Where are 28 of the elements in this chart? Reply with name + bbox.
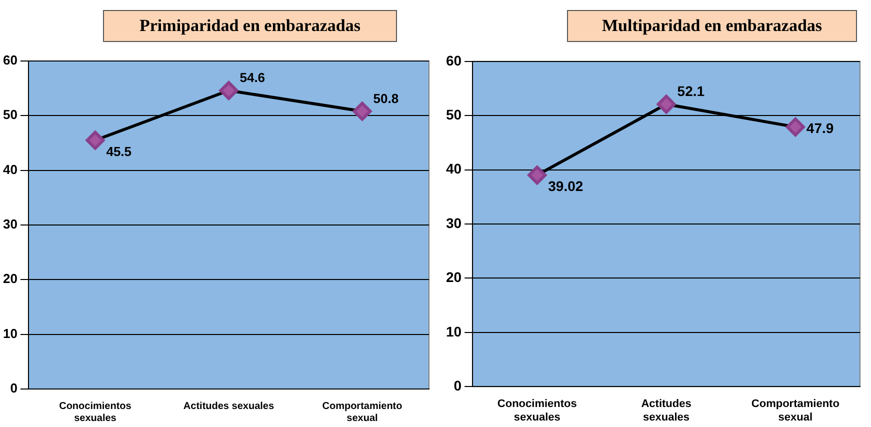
y-tick-label: 10 <box>2 326 18 341</box>
y-tick-label: 30 <box>2 216 18 232</box>
x-tick-label: Conocimientos sexuales <box>497 398 577 424</box>
data-label: 50.8 <box>373 90 399 106</box>
x-tick-label: Comportamiento sexual <box>751 398 840 424</box>
data-label: 52.1 <box>677 83 705 100</box>
chart-title: Multiparidad en embarazadas <box>567 10 857 42</box>
chart-title: Primiparidad en embarazadas <box>103 10 397 42</box>
y-tick-label: 40 <box>446 160 462 177</box>
x-tick-label: Actitudes sexuales <box>641 398 692 424</box>
y-tick-label: 40 <box>2 162 18 177</box>
y-tick-label: 60 <box>2 52 18 68</box>
y-tick-label: 50 <box>446 106 462 122</box>
x-tick-label: Conocimientos sexuales <box>59 400 132 424</box>
data-label: 45.5 <box>106 144 132 159</box>
y-tick-label: 50 <box>2 107 18 122</box>
data-label: 54.6 <box>240 70 266 86</box>
y-tick-label: 0 <box>10 380 18 396</box>
y-tick-label: 30 <box>446 214 462 231</box>
y-tick-label: 20 <box>446 269 462 286</box>
y-tick-label: 0 <box>454 377 462 394</box>
x-tick-label: Actitudes sexuales <box>183 400 274 412</box>
y-tick-label: 10 <box>446 323 462 340</box>
y-tick-label: 60 <box>446 52 462 68</box>
x-tick-label: Comportamiento sexual <box>322 400 402 424</box>
data-label: 47.9 <box>806 120 834 136</box>
data-label: 39.02 <box>548 178 584 194</box>
y-tick-label: 20 <box>2 271 18 286</box>
